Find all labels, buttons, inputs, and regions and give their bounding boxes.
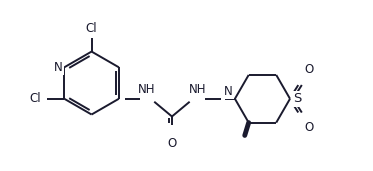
Text: N: N <box>54 61 62 74</box>
Text: N: N <box>224 85 233 98</box>
Text: O: O <box>167 137 176 150</box>
Text: O: O <box>304 121 313 134</box>
Text: Cl: Cl <box>29 92 41 105</box>
Text: O: O <box>304 63 313 76</box>
Text: Cl: Cl <box>86 22 97 35</box>
Text: S: S <box>293 92 301 105</box>
Text: NH: NH <box>189 83 206 96</box>
Text: NH: NH <box>138 83 155 96</box>
